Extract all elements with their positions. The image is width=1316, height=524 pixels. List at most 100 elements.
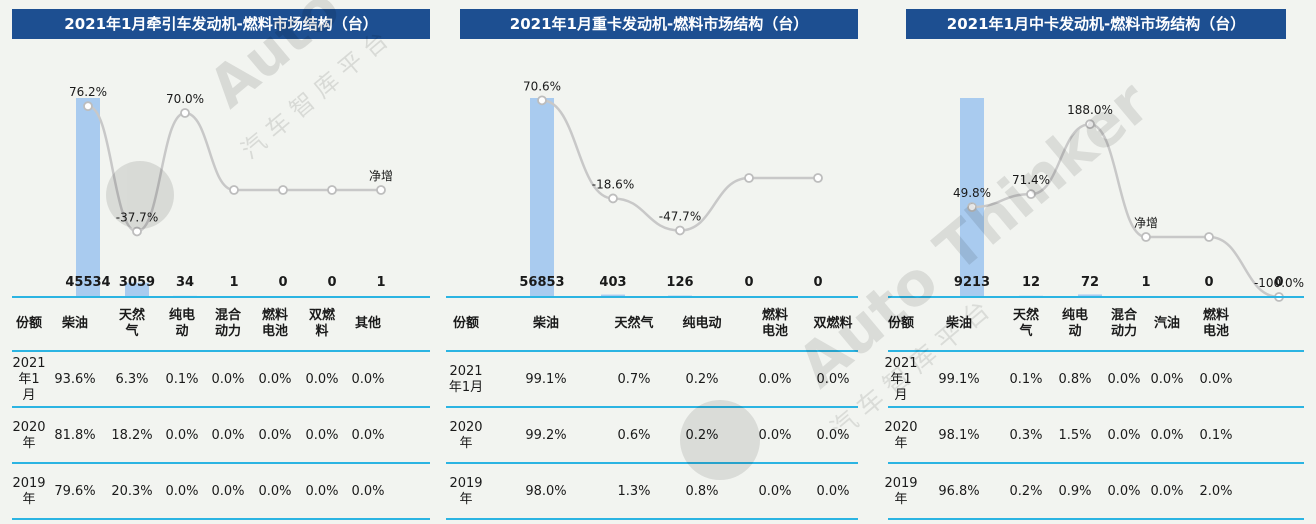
combo-chart: 70.6% -18.6% -47.7% 56853 403 126 0 0 <box>519 79 823 296</box>
table-cell: 99.1% <box>525 372 567 387</box>
table-cell: 2020 年 <box>884 420 918 451</box>
table-row: 2021 年1月 93.6% 6.3% 0.1% 0.0% 0.0% 0.0% 0.0% <box>12 352 390 408</box>
count-label-0: 56853 <box>519 275 564 290</box>
chart-title: 2021年1月中卡发动机-燃料市场结构（台） <box>906 9 1286 39</box>
table-cell: 0.2% <box>1009 484 1043 499</box>
table-cell: 2019 年 <box>449 476 483 507</box>
table-rule <box>12 462 430 464</box>
table-rule <box>888 462 1304 464</box>
table-cell: 0.0% <box>1150 372 1184 387</box>
table-header-cell: 纯电动 <box>682 316 722 331</box>
table-cell: 0.0% <box>211 484 245 499</box>
table-header-cell: 份额 <box>888 316 915 331</box>
table-cell: 2019 年 <box>884 476 918 507</box>
growth-label-0: 49.8% <box>953 186 991 200</box>
table-rule <box>446 518 858 520</box>
table-cell: 0.0% <box>305 372 339 387</box>
growth-label-6: 净增 <box>369 169 393 183</box>
table-cell: 0.8% <box>1058 372 1092 387</box>
table-cell: 79.6% <box>54 484 96 499</box>
table-cell: 0.0% <box>1199 372 1233 387</box>
table-header-cell: 份额 <box>15 316 42 331</box>
table-cell: 0.0% <box>816 428 850 443</box>
growth-point-2 <box>180 108 190 118</box>
growth-line <box>971 122 1280 299</box>
growth-point-3 <box>229 185 239 195</box>
count-label-6: 1 <box>376 275 385 290</box>
growth-label-2: -47.7% <box>659 209 701 223</box>
growth-line <box>87 104 381 233</box>
count-label-3: 1 <box>1141 275 1150 290</box>
table-rule <box>12 296 430 298</box>
growth-point-4 <box>278 185 288 195</box>
table-rule <box>12 518 430 520</box>
table-rule <box>446 406 858 408</box>
table-cell: 0.0% <box>758 428 792 443</box>
table-row: 2021 年1月 99.1% 0.1% 0.8% 0.0% 0.0% 0.0% <box>884 352 1244 408</box>
table-cell: 0.0% <box>211 428 245 443</box>
count-label-4: 0 <box>278 275 287 290</box>
growth-point-4 <box>1204 232 1214 242</box>
table-cell: 0.0% <box>1150 428 1184 443</box>
table-header-cell: 天然气 <box>118 308 145 339</box>
table-header-cell: 燃料 电池 <box>261 308 288 339</box>
table-cell: 18.2% <box>111 428 153 443</box>
bar-0 <box>76 98 100 296</box>
table-cell: 81.8% <box>54 428 96 443</box>
table-header-row: 份额 柴油 天然气纯电动混合 动力 汽油 燃料 电池 <box>888 296 1244 352</box>
bar-2 <box>1078 294 1102 296</box>
growth-point-0 <box>83 101 93 112</box>
table-cell: 98.0% <box>525 484 567 499</box>
table-cell: 2021 年1月 <box>884 356 918 403</box>
table-rule <box>888 518 1304 520</box>
table-cell: 0.1% <box>1009 372 1043 387</box>
count-label-5: 0 <box>327 275 336 290</box>
growth-label-1: 71.4% <box>1012 173 1050 187</box>
table-rule <box>12 406 430 408</box>
heavy-truck-engine-panel: 2021年1月重卡发动机-燃料市场结构（台） 70.6% -18.6% -47.7%… <box>446 0 858 524</box>
table-header-cell: 柴油 <box>945 316 972 331</box>
growth-point-3 <box>744 173 754 183</box>
table-cell: 0.2% <box>685 372 719 387</box>
growth-point-2 <box>1085 119 1095 130</box>
growth-point-1 <box>1026 189 1036 200</box>
growth-label-1: -37.7% <box>116 210 158 224</box>
combo-chart: 49.8% 71.4% 188.0% 净增 -100.0% 9213 12 72 1 0 0 <box>953 98 1304 302</box>
table-rule <box>888 350 1304 352</box>
growth-label-0: 76.2% <box>69 85 107 99</box>
table-cell: 0.0% <box>1107 372 1141 387</box>
table-cell: 0.6% <box>617 428 651 443</box>
growth-label-2: 188.0% <box>1067 103 1113 117</box>
table-rule <box>446 296 858 298</box>
growth-label-2: 70.0% <box>166 92 204 106</box>
growth-label-5: -100.0% <box>1254 276 1304 290</box>
table-cell: 96.8% <box>938 484 980 499</box>
table-header-cell: 份额 <box>452 316 479 331</box>
table-cell: 0.0% <box>305 484 339 499</box>
table-header-cell: 双燃料 <box>308 308 335 339</box>
bar-1 <box>601 294 625 296</box>
bar-1 <box>125 282 149 296</box>
table-rule <box>12 350 430 352</box>
chart-title: 2021年1月牵引车发动机-燃料市场结构（台） <box>12 9 430 39</box>
table-cell: 0.3% <box>1009 428 1043 443</box>
table-cell: 0.0% <box>816 484 850 499</box>
table-cell: 0.0% <box>258 484 292 499</box>
count-label-1: 3059 <box>119 275 155 290</box>
table-cell: 0.0% <box>211 372 245 387</box>
growth-point-4 <box>813 173 823 183</box>
table-header-row: 份额 柴油 天然气 纯电动 燃料 电池 双燃料 <box>446 296 858 352</box>
count-label-1: 403 <box>599 275 626 290</box>
table-header-row: 份额 柴油 天然气纯电动混合 动力 燃料 电池 双燃料 其他 <box>12 296 390 352</box>
table-cell: 1.5% <box>1058 428 1092 443</box>
table-cell: 0.2% <box>685 428 719 443</box>
table-header-cell: 混合 动力 <box>214 308 241 339</box>
table-header-cell: 柴油 <box>61 316 88 331</box>
table-row: 2019 年 96.8% 0.2% 0.9% 0.0% 0.0% 2.0% <box>884 464 1244 520</box>
growth-point-0 <box>537 95 547 106</box>
table-header-cell: 天然气 <box>1012 308 1039 339</box>
count-label-4: 0 <box>1204 275 1213 290</box>
traction-engine-panel: 2021年1月牵引车发动机-燃料市场结构（台） 76.2% -37.7% 70.0%… <box>12 0 430 524</box>
chart-title: 2021年1月重卡发动机-燃料市场结构（台） <box>460 9 858 39</box>
table-cell: 0.0% <box>351 484 385 499</box>
